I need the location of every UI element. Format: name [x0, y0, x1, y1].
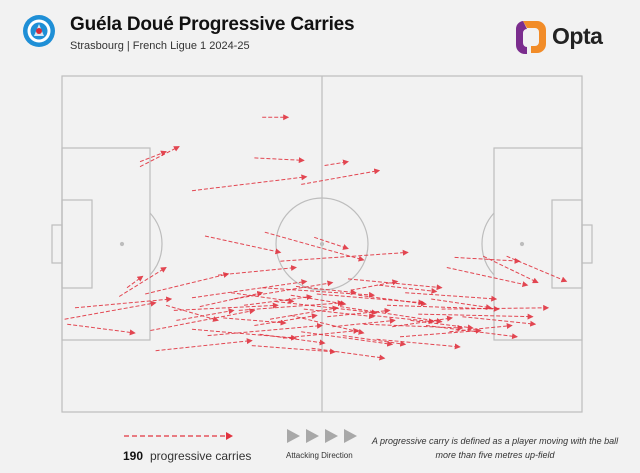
carry-arrow [64, 300, 157, 320]
carry-arrow [332, 317, 396, 328]
carry-arrow [446, 267, 529, 288]
carry-arrow [233, 280, 334, 300]
carry-arrow [191, 174, 308, 192]
carry-arrow [449, 323, 513, 333]
carry-arrow [282, 328, 360, 339]
carry-arrow [207, 322, 323, 337]
carry-arrow [238, 300, 344, 311]
carry-arrow [139, 150, 167, 163]
right-penalty-spot [519, 241, 525, 247]
carry-arrow [386, 304, 500, 312]
play-triangle-icon [344, 429, 357, 443]
carry-arrow [259, 333, 326, 346]
carry-arrow [358, 294, 427, 307]
carry-arrow [425, 325, 518, 340]
carry-arrow [204, 235, 282, 255]
strasbourg-badge-icon [23, 15, 55, 47]
header: Guéla Doué Progressive Carries Strasbour… [0, 0, 640, 66]
carry-arrow [506, 255, 568, 283]
carry-arrow [280, 249, 409, 262]
carry-arrow [264, 231, 365, 262]
carry-count: 190 [123, 449, 144, 463]
carry-arrow [290, 314, 365, 335]
carry-arrow [311, 347, 386, 361]
carry-arrow [176, 308, 235, 321]
carry-arrow [199, 290, 264, 308]
attacking-direction-label: Attacking Direction [286, 451, 353, 460]
opta-logo-icon [515, 21, 546, 54]
play-triangle-icon [306, 429, 319, 443]
carry-arrow [324, 159, 349, 166]
carry-arrow [379, 284, 438, 294]
carry-arrow [376, 338, 461, 350]
carry-arrow [230, 292, 295, 304]
carry-arrow [363, 323, 464, 331]
carry-arrow [410, 319, 474, 331]
carry-arrow [462, 316, 537, 327]
carry-arrow [275, 301, 378, 316]
centre-spot [319, 241, 325, 247]
carry-arrow [327, 307, 391, 318]
carry-arrow [67, 323, 136, 336]
right-penalty-box [493, 147, 583, 341]
carry-arrow [155, 338, 253, 352]
carry-arrow [347, 278, 443, 291]
carry-arrow [418, 313, 534, 320]
carry-arrow [482, 255, 539, 284]
carry-arrow [290, 294, 347, 307]
carry-arrow [217, 264, 297, 276]
pitch-markings [51, 75, 593, 413]
carry-arrow [173, 302, 279, 311]
carry-arrow [301, 331, 394, 347]
carry-arrow [454, 256, 521, 264]
brand-name: Opta [552, 23, 603, 49]
carry-arrow [150, 308, 256, 331]
carry-arrow [269, 305, 339, 320]
left-penalty-box [61, 147, 151, 341]
left-six-yard-box [61, 199, 93, 289]
definition-note: A progressive carry is defined as a play… [371, 436, 619, 460]
carry-arrow [254, 157, 305, 164]
left-goal [51, 224, 63, 264]
carry-arrow [371, 314, 435, 325]
right-penalty-arc [481, 212, 495, 276]
carry-arrow [342, 335, 407, 347]
right-six-yard-box [551, 199, 583, 289]
play-triangle-icon [325, 429, 338, 443]
carry-arrow [243, 294, 313, 306]
carry-arrow [139, 146, 180, 168]
carry-arrow [251, 345, 336, 355]
carry-arrow [74, 296, 173, 309]
carry-arrow [301, 168, 381, 185]
play-triangle-icon [287, 429, 300, 443]
carry-arrow [223, 317, 287, 326]
carries-layer [64, 114, 568, 361]
carry-arrow [145, 272, 230, 295]
right-goal [581, 224, 593, 264]
carry-arrow [340, 306, 443, 324]
carry-arrow [165, 304, 219, 322]
carry-arrow [295, 285, 357, 296]
carry-arrow [350, 279, 399, 291]
carry-arrow [392, 315, 453, 328]
left-penalty-spot [119, 241, 125, 247]
carry-arrow [191, 279, 308, 299]
legend-arrow-icon [124, 432, 233, 440]
carry-arrow [254, 313, 318, 326]
carry-arrow [405, 292, 498, 302]
carry-arrow [441, 304, 550, 311]
left-penalty-arc [149, 212, 163, 276]
centre-circle [275, 197, 369, 291]
page-subtitle: Strasbourg | French Ligue 1 2024-25 [70, 40, 250, 52]
attacking-direction-icon [287, 429, 357, 443]
carry-arrow [314, 236, 349, 250]
carry-arrow [118, 266, 167, 297]
carry-arrow [126, 275, 144, 289]
carry-arrow [399, 327, 482, 338]
page-title: Guéla Doué Progressive Carries [70, 14, 355, 35]
carry-count-label: progressive carries [150, 449, 252, 463]
carry-arrow [431, 298, 492, 311]
